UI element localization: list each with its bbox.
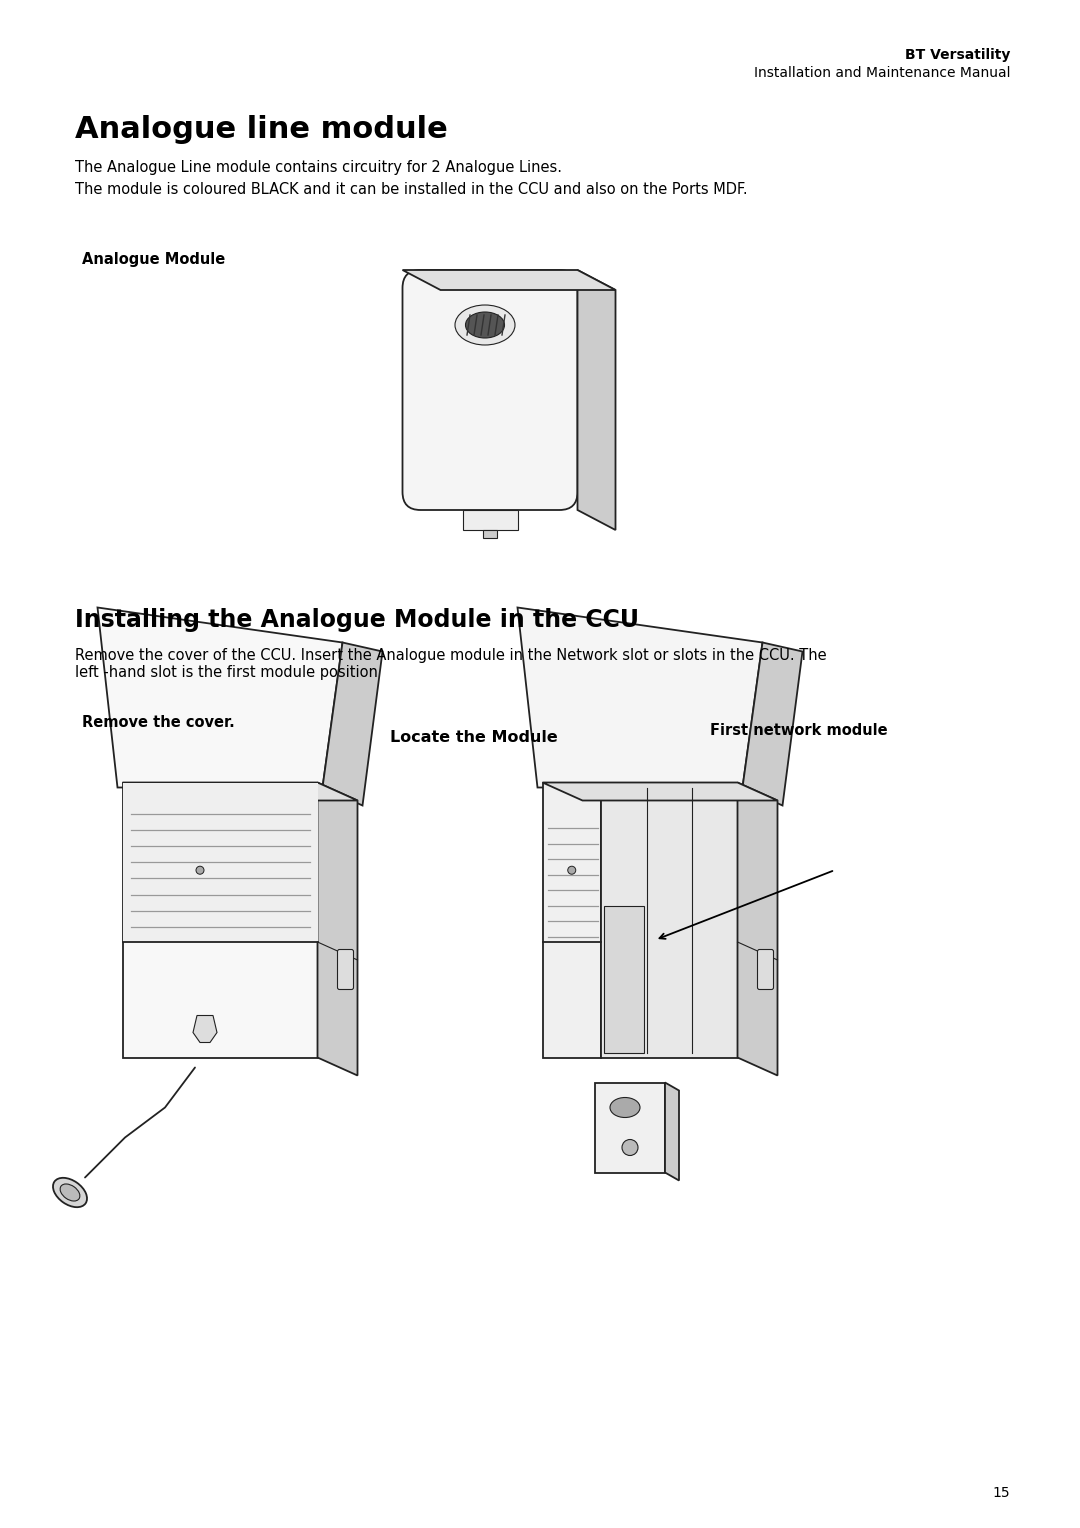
Text: The Analogue Line module contains circuitry for 2 Analogue Lines.: The Analogue Line module contains circui… (75, 160, 562, 176)
Ellipse shape (455, 306, 515, 345)
Text: First network module: First network module (710, 723, 888, 738)
FancyBboxPatch shape (757, 949, 773, 990)
Polygon shape (318, 782, 357, 1076)
Polygon shape (193, 1016, 217, 1042)
Polygon shape (323, 642, 382, 805)
Polygon shape (738, 782, 778, 1076)
Polygon shape (403, 270, 616, 290)
Text: Installation and Maintenance Manual: Installation and Maintenance Manual (754, 66, 1010, 79)
Text: Analogue line module: Analogue line module (75, 115, 448, 144)
Polygon shape (604, 906, 644, 1053)
Text: BT Versatility: BT Versatility (905, 47, 1010, 63)
Polygon shape (122, 782, 357, 801)
Polygon shape (542, 782, 778, 801)
Text: 15: 15 (993, 1487, 1010, 1500)
Text: Installing the Analogue Module in the CCU: Installing the Analogue Module in the CC… (75, 608, 639, 633)
Text: Remove the cover of the CCU. Insert the Analogue module in the Network slot or s: Remove the cover of the CCU. Insert the … (75, 648, 826, 680)
Ellipse shape (610, 1097, 640, 1117)
Polygon shape (462, 510, 517, 530)
Polygon shape (743, 642, 802, 805)
Polygon shape (483, 530, 497, 538)
Polygon shape (97, 608, 342, 787)
Polygon shape (595, 1082, 665, 1172)
Text: Remove the cover.: Remove the cover. (82, 715, 234, 730)
Polygon shape (517, 608, 762, 787)
Ellipse shape (53, 1178, 87, 1207)
Text: The module is coloured BLACK and it can be installed in the CCU and also on the : The module is coloured BLACK and it can … (75, 182, 747, 197)
Polygon shape (578, 270, 616, 530)
Circle shape (568, 866, 576, 874)
Polygon shape (122, 782, 318, 1057)
Ellipse shape (465, 312, 504, 338)
Polygon shape (122, 782, 318, 941)
FancyBboxPatch shape (403, 270, 578, 510)
Polygon shape (600, 782, 738, 1057)
Circle shape (195, 866, 204, 874)
Polygon shape (542, 782, 600, 1057)
FancyBboxPatch shape (337, 949, 353, 990)
Text: Analogue Module: Analogue Module (82, 252, 226, 267)
Ellipse shape (60, 1184, 80, 1201)
Polygon shape (665, 1082, 679, 1181)
Text: Locate the Module: Locate the Module (390, 730, 557, 746)
Circle shape (622, 1140, 638, 1155)
